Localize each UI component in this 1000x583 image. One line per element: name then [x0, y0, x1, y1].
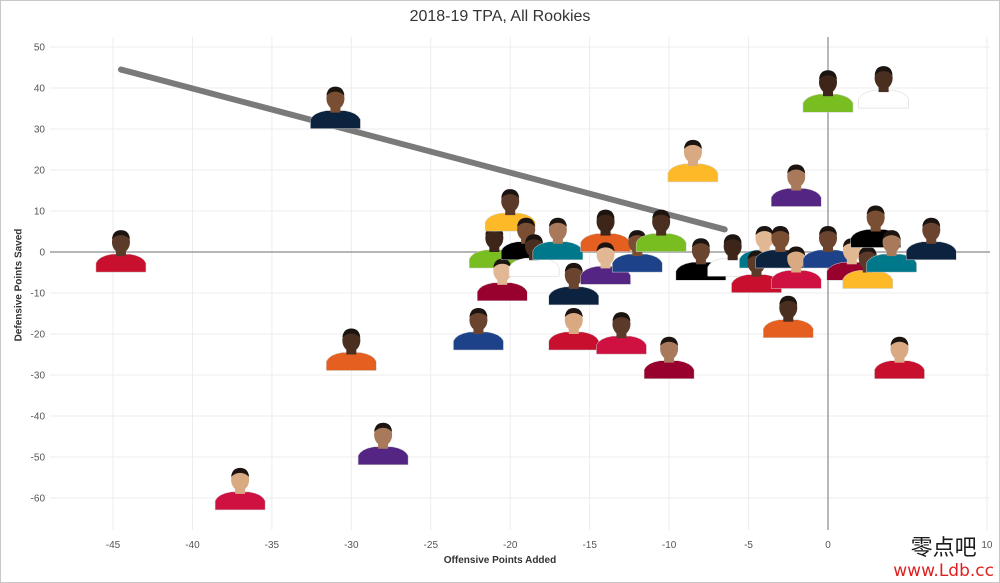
player-marker [906, 217, 957, 261]
chart-title: 2018-19 TPA, All Rookies [409, 8, 591, 25]
player-marker [763, 295, 814, 338]
x-tick-label: -5 [744, 540, 753, 551]
player-marker [477, 258, 528, 302]
y-tick-label: 10 [34, 207, 46, 218]
player-marker [770, 246, 822, 289]
player-marker [95, 230, 147, 273]
player-marker [596, 312, 647, 355]
player-marker [770, 164, 822, 207]
player-marker [214, 467, 266, 511]
player-marker [866, 230, 917, 273]
y-tick-label: -40 [31, 412, 46, 423]
watermark-url: www.Ldb.cc [893, 561, 994, 581]
x-tick-label: -15 [582, 540, 597, 551]
trend-line [117, 66, 728, 233]
y-tick-label: 0 [39, 248, 45, 259]
tick-labels: -45 -40 -35 -30 -25 -20 -15 -10 -5 0 1050403020100… [31, 43, 993, 552]
x-tick-label: -10 [662, 540, 677, 551]
x-tick-label: -25 [424, 540, 439, 551]
y-tick-label: 40 [34, 84, 46, 95]
player-marker [548, 308, 600, 351]
y-tick-label: -10 [31, 289, 46, 300]
player-marker [310, 86, 361, 129]
watermark-chinese-text: 零点吧 [910, 536, 977, 561]
x-axis-label: Offensive Points Added [443, 555, 557, 566]
y-tick-label: -50 [31, 453, 46, 464]
player-marker [635, 209, 687, 252]
y-tick-label: 30 [34, 125, 46, 136]
y-tick-label: 20 [34, 166, 46, 177]
y-tick-label: -60 [31, 494, 46, 505]
data-points [95, 66, 957, 511]
watermark: 零点吧 www.Ldb.cc [893, 536, 994, 582]
x-tick-label: -30 [344, 540, 359, 551]
x-tick-label: 0 [825, 540, 831, 551]
x-tick-label: 10 [981, 540, 993, 551]
player-marker [453, 308, 504, 351]
player-marker [357, 422, 409, 466]
y-tick-label: -20 [31, 330, 46, 341]
x-tick-label: -40 [185, 540, 200, 551]
trend-line-layer [117, 66, 728, 233]
x-tick-label: -45 [106, 540, 121, 551]
player-marker [802, 70, 854, 113]
y-tick-label: 50 [34, 43, 46, 54]
player-marker [858, 66, 909, 109]
player-marker [548, 262, 600, 306]
player-marker [643, 336, 695, 379]
player-marker [667, 139, 719, 183]
x-tick-label: -20 [503, 540, 518, 551]
player-marker [874, 336, 925, 379]
player-marker [326, 328, 377, 371]
gridlines [50, 37, 990, 530]
x-tick-label: -35 [265, 540, 280, 551]
y-tick-label: -30 [31, 371, 46, 382]
